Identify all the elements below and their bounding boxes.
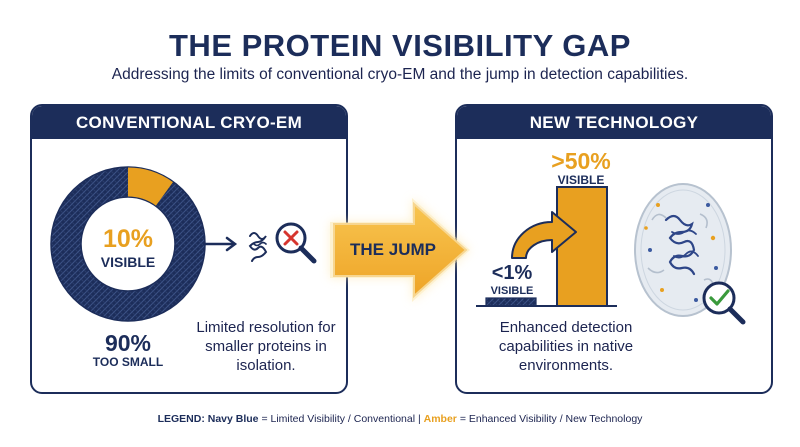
legend-amber-term: Amber (423, 413, 457, 425)
visible-label: VISIBLE (100, 254, 156, 270)
page-subtitle: Addressing the limits of conventional cr… (111, 66, 689, 83)
legend-navy-term: Navy Blue (207, 413, 259, 425)
too-small-label: TOO SMALL (92, 355, 164, 369)
legend-prefix: LEGEND: (157, 413, 205, 425)
cell-icon (634, 183, 732, 317)
jump-arrow (330, 198, 470, 302)
high-visibility-percentage: >50% (551, 148, 611, 174)
jump-label: THE JUMP (350, 240, 436, 259)
magnifier-check-icon (702, 281, 746, 325)
high-visibility-label: VISIBLE (557, 173, 605, 187)
magnifier-x-icon (275, 222, 317, 264)
protein-icon (248, 232, 268, 262)
legend: LEGEND: Navy Blue = Limited Visibility /… (0, 413, 800, 425)
donut-visible-segment (127, 167, 173, 206)
low-visibility-percentage: <1% (491, 262, 533, 284)
new-technology-header: NEW TECHNOLOGY (457, 106, 771, 139)
conventional-description: Limited resolution for smaller proteins … (196, 319, 336, 374)
legend-amber-text: = Enhanced Visibility / New Technology (459, 413, 643, 425)
visible-percentage: 10% (102, 225, 154, 253)
curved-arrow-icon (511, 211, 577, 259)
high-visibility-bar (556, 186, 608, 307)
new-technology-description: Enhanced detection capabilities in nativ… (498, 319, 634, 374)
too-small-percentage: 90% (104, 330, 152, 356)
conventional-header: CONVENTIONAL CRYO-EM (32, 106, 346, 139)
small-arrow-icon (203, 236, 238, 252)
low-visibility-label: VISIBLE (490, 285, 534, 297)
page-title: THE PROTEIN VISIBILITY GAP (169, 28, 631, 63)
legend-navy-text: = Limited Visibility / Conventional | (261, 413, 421, 425)
